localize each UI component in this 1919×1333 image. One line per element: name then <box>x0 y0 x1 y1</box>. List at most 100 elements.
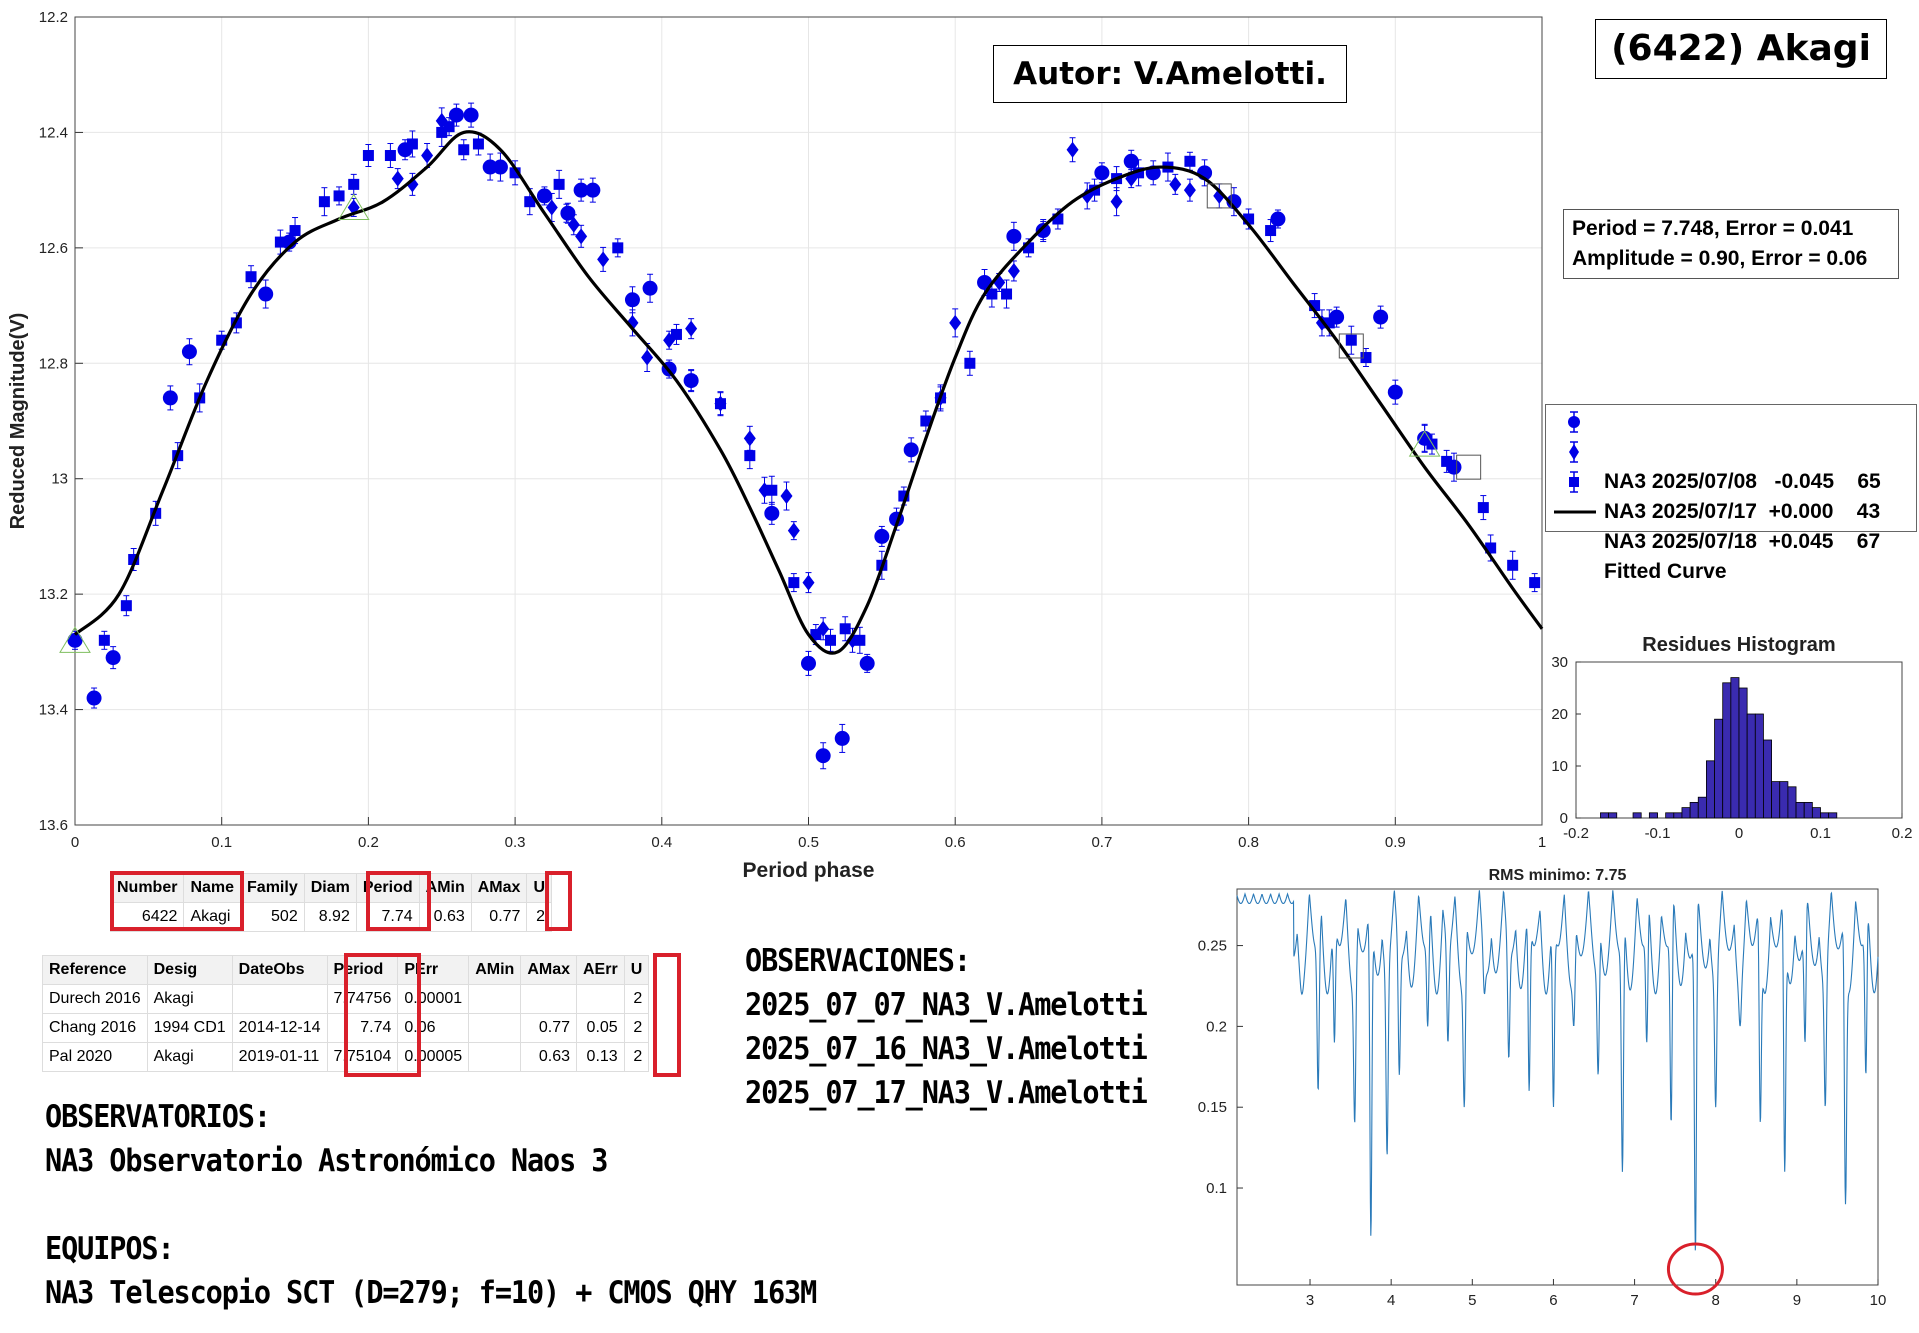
data-point-square <box>898 490 910 502</box>
cell: 0.63 <box>520 1042 577 1072</box>
histogram-bar <box>1738 687 1748 819</box>
square-marker-icon <box>1569 471 1579 493</box>
x-tick-label: 0 <box>71 834 79 851</box>
cell: 7.74 <box>326 1013 399 1043</box>
hist-x-tick-label: -0.1 <box>1645 825 1671 842</box>
data-point-square <box>98 634 110 646</box>
data-point-circle <box>536 188 552 204</box>
data-point-square <box>443 121 455 133</box>
observation-line: 2025_07_17_NA3_V.Amelotti <box>745 1075 1148 1111</box>
data-point-diamond <box>575 228 588 245</box>
histogram-bar <box>1600 812 1609 819</box>
legend-label: NA3 2025/07/17 +0.000 43 <box>1604 500 1881 523</box>
cell: 2019-01-11 <box>231 1042 328 1072</box>
hist-y-tick-label: 0 <box>1560 810 1568 827</box>
legend-label: NA3 2025/07/18 +0.045 67 <box>1604 530 1881 553</box>
equipos-block: EQUIPOS: NA3 Telescopio SCT (D=279; f=10… <box>45 1227 817 1315</box>
period-info-box: Period = 7.748, Error = 0.041 Amplitude … <box>1563 209 1899 279</box>
table-row: Chang 2016 1994 CD1 2014-12-14 7.74 0.06… <box>42 1013 650 1043</box>
data-point-circle <box>815 748 831 764</box>
data-point-circle <box>874 528 890 544</box>
data-point-square <box>128 554 140 566</box>
data-point-square <box>788 577 800 589</box>
histogram-bar <box>1763 739 1772 819</box>
data-point-diamond <box>685 320 698 337</box>
col-desig: Desig <box>146 955 233 985</box>
data-point-circle <box>624 292 640 308</box>
data-point-circle <box>801 655 816 671</box>
x-tick-label: 0.3 <box>505 834 526 851</box>
data-point-square <box>289 225 301 237</box>
rms-title: RMS minimo: 7.75 <box>1489 867 1627 884</box>
col-diam: Diam <box>303 873 357 903</box>
data-point-square <box>1001 288 1013 300</box>
cell: 0.77 <box>520 1013 577 1043</box>
data-point-diamond <box>597 251 610 268</box>
hist-x-tick-label: 0.1 <box>1810 825 1831 842</box>
histogram-bar <box>1803 802 1813 819</box>
y-tick-label: 12.2 <box>39 9 68 26</box>
histogram-bar <box>1746 713 1756 819</box>
line-marker-icon <box>1554 510 1596 514</box>
data-point-square <box>384 150 396 162</box>
histogram-bar <box>1697 796 1707 819</box>
data-point-circle <box>105 650 121 666</box>
data-point-diamond <box>391 170 404 187</box>
cell <box>468 1013 522 1043</box>
circle-marker-icon <box>1568 411 1580 433</box>
rms-y-tick-label: 0.15 <box>1198 1099 1227 1116</box>
y-tick-label: 12.6 <box>39 240 68 257</box>
x-tick-label: 0.8 <box>1238 834 1259 851</box>
histogram-bar <box>1787 786 1797 819</box>
data-point-square <box>612 242 624 254</box>
period-info: Period = 7.748, Error = 0.041 <box>1572 217 1854 240</box>
legend-label: NA3 2025/07/08 -0.045 65 <box>1604 470 1881 493</box>
rms-x-tick-label: 9 <box>1793 1292 1801 1309</box>
equipos-line: NA3 Telescopio SCT (D=279; f=10) + CMOS … <box>45 1275 817 1311</box>
observatorios-heading: OBSERVATORIOS: <box>45 1099 271 1135</box>
data-point-circle <box>258 286 274 302</box>
data-point-circle <box>1123 153 1139 169</box>
data-point-square <box>333 190 345 202</box>
observaciones-heading: OBSERVACIONES: <box>745 943 971 979</box>
equipos-heading: EQUIPOS: <box>45 1231 175 1267</box>
data-point-square <box>1023 242 1035 254</box>
x-tick-label: 0.7 <box>1091 834 1112 851</box>
observatorio-line: NA3 Observatorio Astronómico Naos 3 <box>45 1143 608 1179</box>
legend-item-fit: Fitted Curve <box>1546 497 1916 583</box>
histogram-bar <box>1632 812 1642 819</box>
histogram-bar <box>1795 802 1805 819</box>
cell: Pal 2020 <box>42 1042 148 1072</box>
observation-line: 2025_07_16_NA3_V.Amelotti <box>745 1031 1148 1067</box>
x-tick-label: 0.6 <box>945 834 966 851</box>
highlight-ref-period <box>344 953 421 1077</box>
data-point-square <box>670 328 682 340</box>
data-point-diamond <box>802 574 815 591</box>
col-aerr: AErr <box>576 955 625 985</box>
data-point-diamond <box>1066 141 1079 158</box>
y-tick-label: 13.4 <box>39 702 68 719</box>
cell: 0.06 <box>397 1013 470 1043</box>
data-point-diamond <box>787 522 800 539</box>
highlight-number-name <box>110 871 244 931</box>
plot-frame <box>74 16 1543 826</box>
data-point-square <box>825 634 837 646</box>
rms-curve <box>1236 890 1879 1251</box>
cell <box>231 984 328 1014</box>
hist-x-tick-label: -0.2 <box>1563 825 1589 842</box>
data-point-square <box>810 629 822 641</box>
data-point-circle <box>1006 228 1022 244</box>
data-point-circle <box>1373 309 1389 325</box>
data-point-circle <box>1226 194 1242 210</box>
cell <box>468 1042 522 1072</box>
x-tick-label: 0.9 <box>1385 834 1406 851</box>
data-point-square <box>1477 502 1489 514</box>
data-point-square <box>1345 334 1357 346</box>
data-point-square <box>1243 213 1255 225</box>
histogram-bar <box>1689 802 1699 819</box>
histogram-bar <box>1811 807 1821 819</box>
amplitude-info: Amplitude = 0.90, Error = 0.06 <box>1572 247 1868 270</box>
data-point-square <box>766 484 778 496</box>
data-point-square <box>472 138 484 150</box>
